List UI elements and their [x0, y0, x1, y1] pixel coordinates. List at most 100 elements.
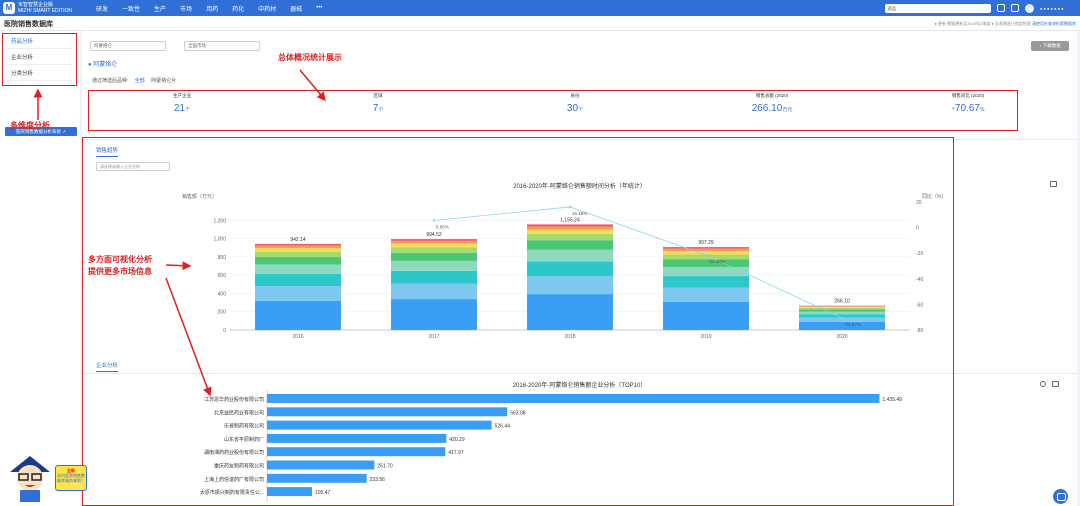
nav-item-production[interactable]: 生产	[154, 6, 167, 13]
y-tick-label: 1,200	[213, 218, 226, 224]
enterprise-label: 北京益民药业有限公司	[214, 409, 264, 416]
bar-segment	[799, 306, 885, 308]
nav-item-rd[interactable]: 研发	[96, 6, 109, 13]
bar-segment	[527, 240, 613, 250]
annotation-text-sidebar: 多维度分析	[10, 121, 50, 130]
bar-segment	[663, 251, 749, 255]
dimension-option-all[interactable]: 全部	[134, 78, 145, 84]
bar-segment	[799, 314, 885, 318]
phone-icon[interactable]	[997, 4, 1005, 12]
y-tick-label: 1,000	[213, 237, 226, 243]
update-notice: ● 更新 数据更新至2020年2季度 ● 全表筛选已锁定检索 请使用在查询检索数…	[934, 21, 1076, 27]
y-tick-label: 200	[218, 310, 227, 316]
sidebar: 药品分析 企业分析 分类分析 医院销售数据分析系统 ↗	[0, 31, 80, 506]
download-button[interactable]: ↓ 下载数据	[1031, 41, 1069, 51]
sales-time-chart: 销售额（万元） 同比（%）02004006008001,0001,200200-2…	[182, 193, 946, 340]
sidebar-item-category-analysis[interactable]: 分类分析	[6, 67, 72, 81]
enterprise-bar	[267, 447, 446, 457]
stat-manufacturers: 生产企业 21个	[122, 93, 242, 114]
bar-segment	[527, 294, 613, 330]
notice-link[interactable]: 请使用在查询检索数据库	[1032, 21, 1076, 26]
enterprise-top10-chart: 江苏恩华药业股份有限公司 1,435.49 北京益民药业有限公司 563.08 乐普制药…	[200, 390, 902, 502]
stat-value: -70.67%	[951, 103, 985, 114]
tab-sales-trend[interactable]: 销售趋势	[96, 146, 119, 157]
bar-segment	[799, 306, 885, 307]
x-tick-label: 2019	[700, 334, 711, 340]
y-tick-label: 800	[218, 255, 227, 261]
logo-sub: MIZHI SMART EDITION	[18, 8, 72, 14]
bar-segment	[255, 286, 341, 301]
nav-item-chemistry[interactable]: 药化	[232, 6, 245, 13]
arrow-to-chart2	[165, 277, 212, 397]
bar-segment	[527, 224, 613, 227]
dimension-option-tablet[interactable]: 阿蒙络仑片	[151, 78, 177, 84]
pie-chart-icon[interactable]	[1040, 381, 1046, 387]
x-tick-label: 2018	[564, 334, 575, 340]
bar-segment	[663, 248, 749, 252]
enterprise-value-label: 233.56	[370, 477, 386, 483]
scope-select[interactable]: 全国市场	[184, 41, 260, 51]
bar-total-label: 907.29	[698, 240, 714, 246]
divider	[82, 139, 1077, 140]
chat-icon[interactable]	[1053, 489, 1068, 504]
bar-total-label: 942.14	[290, 237, 306, 243]
nav-item-market[interactable]: 市场	[180, 6, 193, 13]
user-name[interactable]: ● ● ● ● ● ● ●	[1040, 5, 1064, 11]
overview-stats: 生产企业 21个 区域 7个 省份 30个 销售总额 (2020) 266.10…	[92, 93, 1012, 129]
nav-more-icon[interactable]: •••	[316, 5, 323, 11]
nav-item-medication[interactable]: 用药	[206, 6, 219, 13]
nav-item-devices[interactable]: 器械	[290, 6, 303, 13]
bell-icon[interactable]	[1011, 4, 1019, 12]
promo-bubble[interactable]: 全新 米内医院销售数 据库服务来啦！	[55, 465, 87, 491]
bar-segment	[663, 301, 749, 330]
y-tick-label: 600	[218, 273, 227, 279]
dimension-label: 通过筛选后品种:	[92, 78, 129, 84]
table-view-icon[interactable]	[1052, 381, 1059, 387]
enterprise-select[interactable]: 请选择或输入企业名称	[96, 162, 170, 171]
x-tick-label: 2020	[836, 334, 847, 340]
bar-segment	[663, 266, 749, 277]
logo-text: 米智智慧企业版 MIZHI SMART EDITION	[18, 2, 72, 14]
y2-tick-label: -20	[916, 251, 923, 257]
bar-segment	[799, 307, 885, 310]
enterprise-label: 太原市振兴制药有限责任公...	[200, 489, 264, 496]
table-view-icon[interactable]	[1050, 181, 1057, 187]
stat-value: 30个	[566, 103, 584, 114]
yoy-line	[433, 206, 843, 319]
arrow-to-stats	[299, 69, 326, 102]
y-tick-label: 400	[218, 291, 227, 297]
bar-segment	[527, 261, 613, 277]
enterprise-value-label: 105.47	[315, 490, 331, 496]
yoy-label: -21.46%	[708, 259, 725, 264]
annotation-box-sidebar	[2, 33, 77, 86]
bar-segment	[391, 240, 477, 244]
avatar[interactable]	[1025, 3, 1034, 13]
bar-segment	[799, 317, 885, 322]
drug-select[interactable]: 阿蒙络仑	[90, 41, 166, 51]
page-title: 医院销售数据库	[4, 21, 53, 28]
stat-label: 销售总额 (2020)	[755, 93, 789, 98]
y2-tick-label: 0	[916, 226, 919, 232]
bar-total-label: 994.52	[426, 232, 442, 238]
mascot-icon	[10, 456, 50, 502]
bar-segment	[391, 270, 477, 284]
bar-segment	[391, 252, 477, 261]
sidebar-item-enterprise-analysis[interactable]: 企业分析	[6, 51, 72, 65]
stat-sales-yoy: 销售同比 (2020) -70.67%	[908, 93, 1028, 114]
logo-icon[interactable]: M	[3, 2, 15, 14]
annotation-text-stats: 总体概况统计展示	[278, 53, 342, 62]
stat-label: 销售同比 (2020)	[951, 93, 985, 98]
global-search-input[interactable]: 药品	[885, 3, 991, 13]
enterprise-label: 山东省平原制药厂	[224, 436, 264, 443]
tab-enterprise-analysis[interactable]: 企业分析	[96, 361, 119, 372]
enterprise-bar	[267, 473, 367, 483]
stat-value: 7个	[372, 103, 384, 114]
hospital-sales-system-button[interactable]: 医院销售数据分析系统 ↗	[5, 127, 77, 136]
bar-segment	[255, 274, 341, 287]
nav-item-consistency[interactable]: 一致性	[122, 6, 141, 13]
bar-segment	[663, 247, 749, 249]
sidebar-item-drug-analysis[interactable]: 药品分析	[6, 35, 72, 49]
yoy-label: -70.67%	[844, 322, 861, 327]
nav-item-herbal[interactable]: 中药材	[258, 6, 277, 13]
x-tick-label: 2016	[292, 334, 303, 340]
